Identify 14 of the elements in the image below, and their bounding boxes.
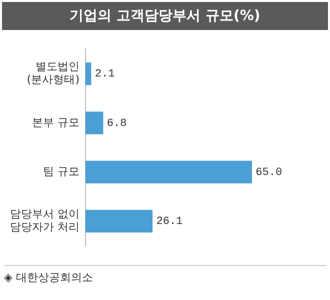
y-tick-label: 팀 규모 (42, 164, 80, 178)
y-tick-label: 본부 규모 (32, 116, 80, 129)
data-label: 65.0 (256, 166, 282, 179)
bar (85, 62, 92, 86)
bar (85, 112, 104, 134)
chart-title: 기업의 고객담당부서 규모(%) (2, 2, 328, 30)
bar (85, 210, 153, 233)
data-label: 2.1 (94, 68, 116, 81)
data-label: 6.8 (106, 118, 127, 130)
y-tick-label: 별도법인 (분사형태) (26, 60, 80, 86)
text: ◈ 대한상공회의소 (4, 265, 326, 285)
y-tick-label: 담당부서 없이 담당자가 처리 (10, 207, 80, 234)
data-label: 26.1 (156, 216, 184, 228)
bar (85, 160, 252, 184)
